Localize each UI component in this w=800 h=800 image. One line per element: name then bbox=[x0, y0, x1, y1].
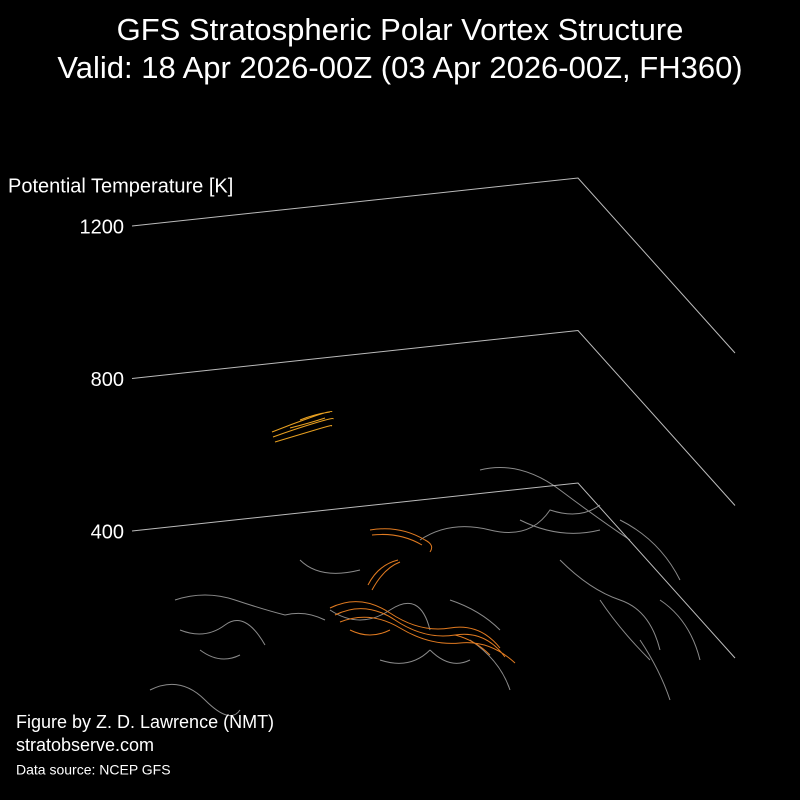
z-plane bbox=[131, 482, 736, 659]
credit: stratobserve.com bbox=[16, 735, 154, 755]
z-plane bbox=[131, 177, 736, 354]
z-tick-label: 1200 bbox=[80, 216, 125, 238]
z-axis-label: Potential Temperature [K] bbox=[8, 175, 233, 197]
z-plane bbox=[131, 329, 736, 506]
chart-subtitle: Valid: 18 Apr 2026-00Z (03 Apr 2026-00Z,… bbox=[57, 50, 742, 85]
z-tick-label: 800 bbox=[91, 369, 124, 391]
vortex-contours bbox=[271, 411, 516, 664]
coastlines bbox=[149, 467, 701, 717]
data-source: Data source: NCEP GFS bbox=[16, 762, 171, 778]
z-tick-label: 400 bbox=[91, 521, 124, 543]
credit: Figure by Z. D. Lawrence (NMT) bbox=[16, 712, 274, 732]
chart-title: GFS Stratospheric Polar Vortex Structure bbox=[117, 12, 684, 47]
